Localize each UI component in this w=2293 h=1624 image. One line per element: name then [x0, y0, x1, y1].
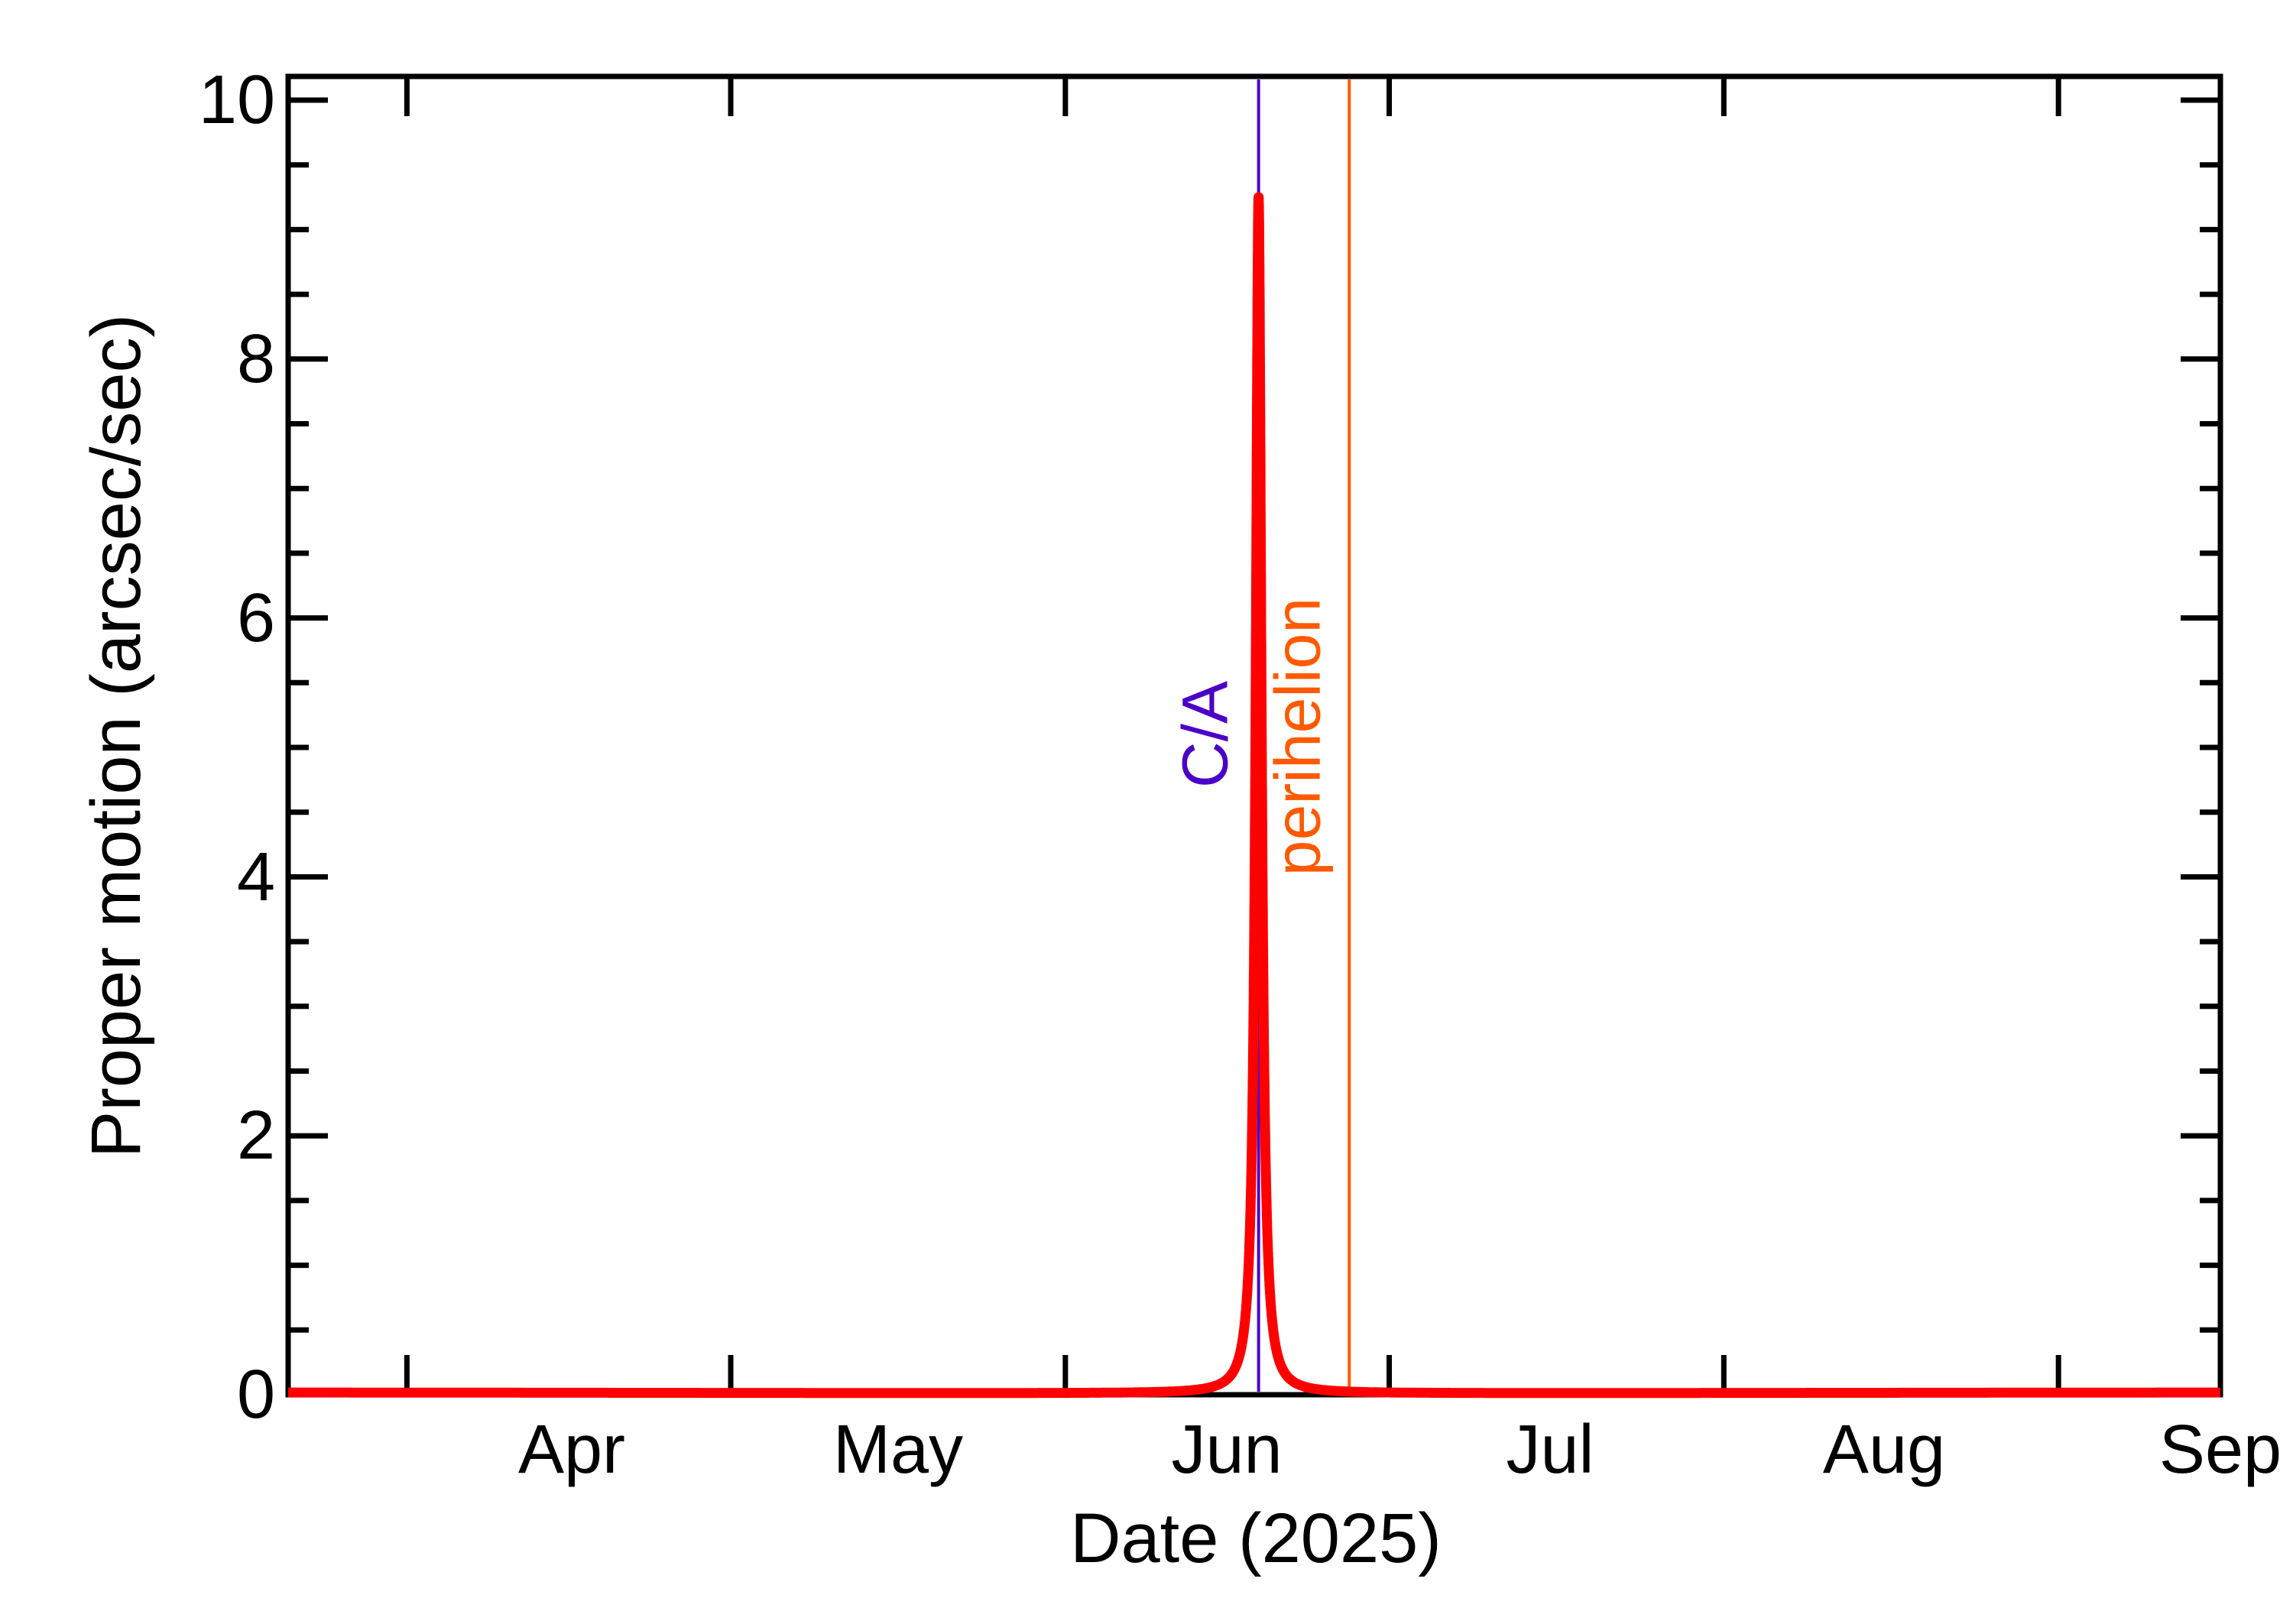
x-tick-label-sep: Sep: [2159, 1412, 2282, 1488]
closest-approach-label: C/A: [1169, 681, 1241, 788]
plot-frame: [285, 73, 2223, 1398]
x-tick-label-aug: Aug: [1823, 1412, 1945, 1488]
y-tick-label-0: 0: [237, 1357, 275, 1433]
y-tick-label-4: 4: [237, 839, 275, 916]
proper-motion-curve: [284, 192, 2224, 1399]
y-tick-label-2: 2: [237, 1097, 275, 1174]
x-tick-label-jun: Jun: [1171, 1412, 1282, 1488]
perihelion-label: perihelion: [1261, 598, 1333, 876]
x-tick-label-apr: Apr: [518, 1412, 625, 1488]
y-tick-labels: 0 2 4 6 8 10: [199, 62, 275, 1433]
y-tick-label-8: 8: [237, 321, 275, 397]
plot-border: [285, 73, 2223, 1398]
x-tick-label-may: May: [833, 1412, 963, 1488]
x-axis-title: Date (2025): [1070, 1499, 1442, 1577]
y-tick-label-10: 10: [199, 62, 275, 138]
x-tick-labels: Apr May Jun Jul Aug Sep: [518, 1412, 2282, 1488]
y-axis-title: Proper motion (arcsec/sec): [77, 314, 155, 1158]
x-tick-label-jul: Jul: [1506, 1412, 1594, 1488]
y-axis-ticks: [288, 97, 2220, 1398]
y-tick-label-6: 6: [237, 580, 275, 656]
